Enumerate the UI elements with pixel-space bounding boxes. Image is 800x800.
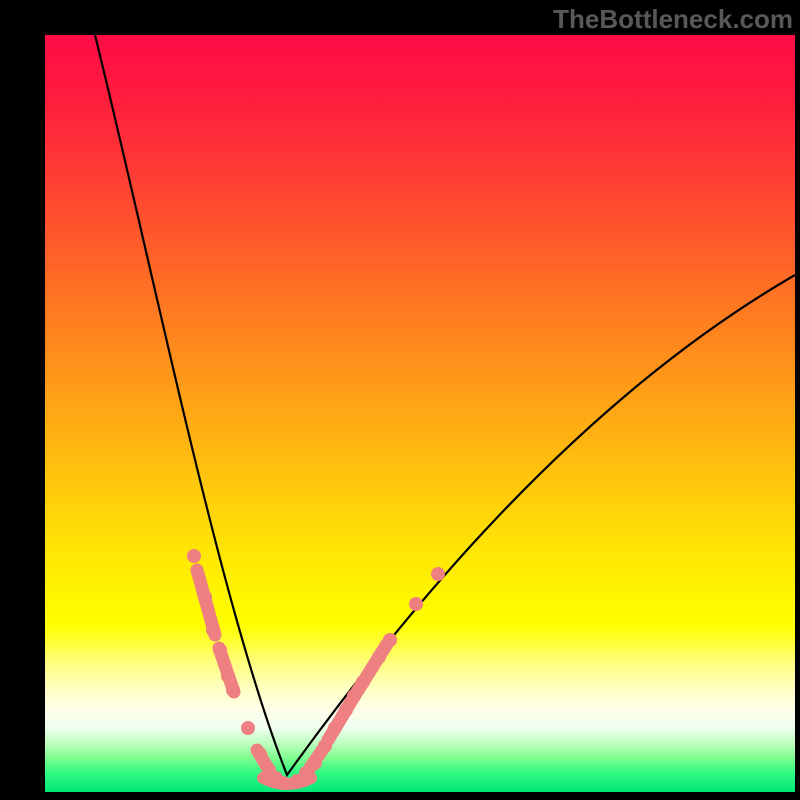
data-point — [347, 689, 361, 703]
data-point — [431, 567, 445, 581]
data-point — [318, 739, 332, 753]
data-point — [213, 643, 227, 657]
data-point — [221, 669, 235, 683]
data-point — [339, 703, 353, 717]
bottleneck-curve — [95, 35, 795, 775]
data-point — [372, 650, 386, 664]
data-point — [206, 623, 220, 637]
data-point — [383, 633, 397, 647]
data-point — [409, 597, 423, 611]
curve-overlay — [0, 0, 800, 800]
data-point — [253, 747, 267, 761]
data-point — [241, 721, 255, 735]
chart-container: TheBottleneck.com — [0, 0, 800, 800]
data-point — [226, 683, 240, 697]
data-point — [308, 756, 322, 770]
watermark-text: TheBottleneck.com — [553, 4, 793, 35]
data-point — [276, 776, 290, 790]
data-point — [187, 549, 201, 563]
data-point — [356, 675, 370, 689]
data-point — [198, 590, 212, 604]
data-point — [328, 721, 342, 735]
